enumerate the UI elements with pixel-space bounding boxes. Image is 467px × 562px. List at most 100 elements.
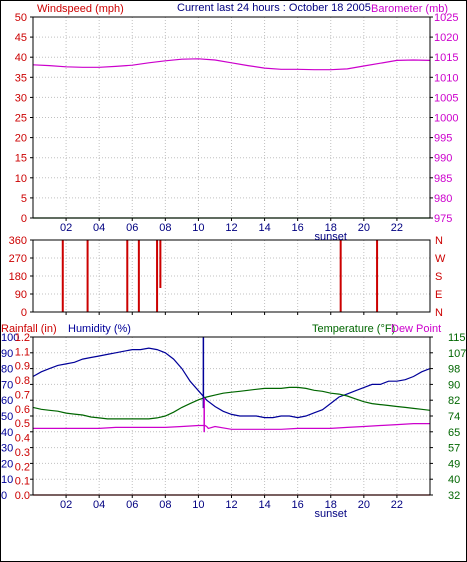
windspeed-tick-label: 30	[15, 92, 27, 104]
x-tick-label: 20	[358, 222, 370, 234]
barometer-tick-label: 1010	[434, 72, 458, 84]
humidity-tick-label: 30	[1, 443, 13, 455]
humidity-tick-label: 100	[1, 332, 19, 344]
x-tick-label: 08	[159, 222, 171, 234]
rainfall-axis-title: Rainfall (in)	[1, 323, 57, 335]
barometer-tick-label: 1000	[434, 113, 458, 125]
humidity-tick-label: 60	[1, 395, 13, 407]
direction-tick-label: 0	[21, 307, 27, 319]
windspeed-tick-label: 5	[21, 193, 27, 205]
temperature-axis-title: Temperature (°F)	[312, 323, 395, 335]
x-tick-label: 06	[126, 499, 138, 511]
temperature-tick-label: 32	[448, 490, 460, 502]
barometer-tick-label: 1025	[434, 12, 458, 24]
barometer-axis-title: Barometer (mb)	[371, 3, 448, 15]
temperature-tick-label: 57	[448, 443, 460, 455]
compass-label: E	[435, 289, 442, 301]
humidity-tick-label: 10	[1, 474, 13, 486]
windspeed-axis-title: Windspeed (mph)	[37, 3, 124, 15]
rainfall-tick-label: 0.5	[15, 418, 30, 430]
windspeed-tick-label: 0	[21, 213, 27, 225]
direction-tick-label: 90	[15, 289, 27, 301]
x-tick-label: 12	[225, 222, 237, 234]
rainfall-tick-label: 0.3	[15, 447, 30, 459]
temperature-tick-label: 74	[448, 411, 460, 423]
humidity-tick-label: 90	[1, 348, 13, 360]
windspeed-tick-label: 10	[15, 173, 27, 185]
barometer-tick-label: 975	[434, 213, 452, 225]
humidity-axis-title: Humidity (%)	[68, 323, 131, 335]
temperature-tick-label: 40	[448, 474, 460, 486]
temperature-tick-label: 49	[448, 458, 460, 470]
barometer-tick-label: 990	[434, 153, 452, 165]
barometer-tick-label: 980	[434, 193, 452, 205]
compass-label: W	[435, 253, 446, 265]
temperature-tick-label: 107	[448, 348, 466, 360]
temperature-tick-label: 98	[448, 364, 460, 376]
compass-label: N	[435, 307, 443, 319]
x-tick-label: 04	[93, 222, 105, 234]
series-line-temp-bot	[33, 423, 430, 430]
x-tick-label: 08	[159, 499, 171, 511]
temperature-tick-label: 65	[448, 427, 460, 439]
x-tick-label: 12	[225, 499, 237, 511]
x-tick-label: 04	[93, 499, 105, 511]
barometer-tick-label: 1015	[434, 52, 458, 64]
sunset-label: sunset	[315, 508, 347, 520]
x-tick-label: 18	[325, 222, 337, 234]
windspeed-tick-label: 35	[15, 72, 27, 84]
direction-tick-label: 360	[9, 235, 27, 247]
humidity-tick-label: 50	[1, 411, 13, 423]
humidity-tick-label: 70	[1, 379, 13, 391]
humidity-tick-label: 0	[1, 490, 7, 502]
chart-title: Current last 24 hours : October 18 2005	[177, 2, 371, 14]
rainfall-tick-label: 0.8	[15, 375, 30, 387]
windspeed-tick-label: 15	[15, 153, 27, 165]
temperature-tick-label: 82	[448, 395, 460, 407]
windspeed-tick-label: 25	[15, 113, 27, 125]
x-tick-label: 02	[60, 222, 72, 234]
direction-tick-label: 180	[9, 271, 27, 283]
rainfall-tick-label: 0.1	[15, 476, 30, 488]
x-tick-label: 14	[258, 499, 270, 511]
humidity-tick-label: 40	[1, 427, 13, 439]
rainfall-tick-label: 1.1	[15, 346, 30, 358]
rainfall-tick-label: 0.9	[15, 361, 30, 373]
sunset-label: sunset	[315, 231, 347, 243]
barometer-tick-label: 985	[434, 173, 452, 185]
barometer-tick-label: 1020	[434, 32, 458, 44]
x-tick-label: 20	[358, 499, 370, 511]
x-tick-label: 16	[292, 499, 304, 511]
direction-tick-label: 270	[9, 253, 27, 265]
x-tick-label: 22	[391, 222, 403, 234]
windspeed-tick-label: 40	[15, 52, 27, 64]
humidity-tick-label: 20	[1, 458, 13, 470]
temperature-tick-label: 90	[448, 379, 460, 391]
compass-label: S	[435, 271, 442, 283]
temperature-tick-label: 115	[448, 332, 466, 344]
x-tick-label: 18	[325, 499, 337, 511]
x-tick-label: 02	[60, 499, 72, 511]
series-line-temp-bot	[32, 386, 431, 420]
dewpoint-axis-title: Dew Point	[391, 323, 441, 335]
barometer-tick-label: 1005	[434, 92, 458, 104]
x-tick-label: 16	[292, 222, 304, 234]
rainfall-tick-label: 0.7	[15, 389, 30, 401]
rainfall-tick-label: 0.4	[15, 433, 30, 445]
x-tick-label: 06	[126, 222, 138, 234]
series-line-humidity-bot	[32, 347, 431, 419]
x-tick-label: 14	[258, 222, 270, 234]
windspeed-tick-label: 45	[15, 32, 27, 44]
rainfall-tick-label: 0.6	[15, 404, 30, 416]
rainfall-tick-label: 0.2	[15, 461, 30, 473]
x-tick-label: 10	[192, 222, 204, 234]
barometer-tick-label: 995	[434, 133, 452, 145]
windspeed-tick-label: 50	[15, 12, 27, 24]
series-line-right-top	[32, 58, 431, 71]
windspeed-tick-label: 20	[15, 133, 27, 145]
rainfall-tick-label: 0.0	[15, 490, 30, 502]
rainfall-tick-label: 1.2	[15, 332, 30, 344]
x-tick-label: 22	[391, 499, 403, 511]
